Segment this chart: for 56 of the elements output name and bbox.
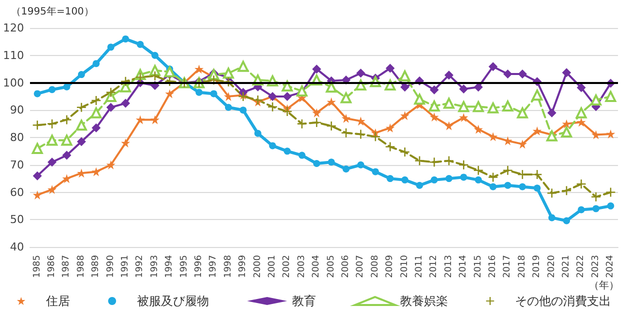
x-tick-label: 2015: [473, 255, 484, 278]
x-tick-label: 2010: [400, 254, 410, 278]
x-tick-label: 2004: [312, 254, 322, 278]
x-tick-label: 2012: [429, 255, 440, 278]
x-tick-label: 1987: [62, 255, 72, 278]
x-tick-label: 2024: [606, 254, 616, 278]
x-tick-label: 1989: [91, 254, 102, 278]
x-tick-label: 2006: [341, 254, 352, 278]
x-tick-label: 1986: [47, 254, 58, 278]
x-tick-label: 2016: [488, 254, 498, 278]
x-tick-label: 1997: [208, 255, 219, 278]
x-tick-label: 2003: [296, 255, 307, 278]
x-tick-label: 2014: [458, 254, 469, 278]
x-tick-label: 2011: [414, 255, 425, 278]
y-tick-label: 100: [2, 76, 24, 90]
legend-label: その他の消費支出: [515, 294, 612, 308]
y-tick-label: 60: [10, 186, 24, 199]
legend-label: 教養娯楽: [400, 294, 448, 308]
x-tick-label: 1996: [194, 254, 204, 278]
x-tick-label: 1995: [179, 255, 190, 278]
x-tick-label: 1992: [135, 255, 146, 278]
x-tick-label: 1993: [150, 255, 160, 278]
y-tick-label: 40: [10, 240, 24, 254]
y-tick-label: 80: [10, 131, 24, 144]
y-axis-title: （1995年=100）: [11, 6, 94, 18]
y-tick-label: 90: [10, 104, 24, 117]
x-tick-label: 1998: [223, 254, 234, 278]
legend-label: 教育: [292, 294, 316, 308]
x-tick-label: 2002: [282, 255, 292, 278]
legend-label: 被服及び履物: [137, 294, 210, 308]
y-tick-label: 50: [10, 213, 24, 226]
y-tick-label: 70: [10, 158, 24, 172]
x-axis-title: （年）: [589, 280, 619, 292]
x-tick-label: 2020: [546, 254, 557, 278]
y-tick-label: 110: [2, 48, 24, 62]
x-tick-label: 1985: [32, 255, 42, 278]
x-tick-label: 2018: [517, 254, 528, 278]
x-tick-label: 2022: [576, 255, 586, 278]
x-tick-label: 2008: [370, 254, 380, 278]
x-tick-label: 1999: [238, 254, 248, 278]
y-tick-label: 120: [2, 22, 24, 34]
x-tick-label: 2013: [444, 255, 454, 278]
x-tick-label: 1988: [76, 254, 86, 278]
legend-label: 住居: [45, 294, 70, 308]
x-tick-label: 1990: [106, 254, 116, 278]
x-tick-label: 1991: [120, 255, 131, 278]
x-tick-label: 2009: [385, 254, 396, 278]
x-tick-label: 2007: [356, 255, 366, 278]
x-tick-label: 2017: [502, 255, 513, 278]
x-tick-label: 2005: [326, 255, 336, 278]
x-tick-label: 2019: [532, 254, 542, 278]
x-tick-label: 2001: [268, 255, 278, 278]
x-tick-label: 1994: [164, 254, 175, 278]
x-tick-label: 2000: [252, 254, 263, 278]
x-tick-label: 2023: [590, 255, 601, 278]
x-tick-label: 2021: [562, 255, 572, 278]
